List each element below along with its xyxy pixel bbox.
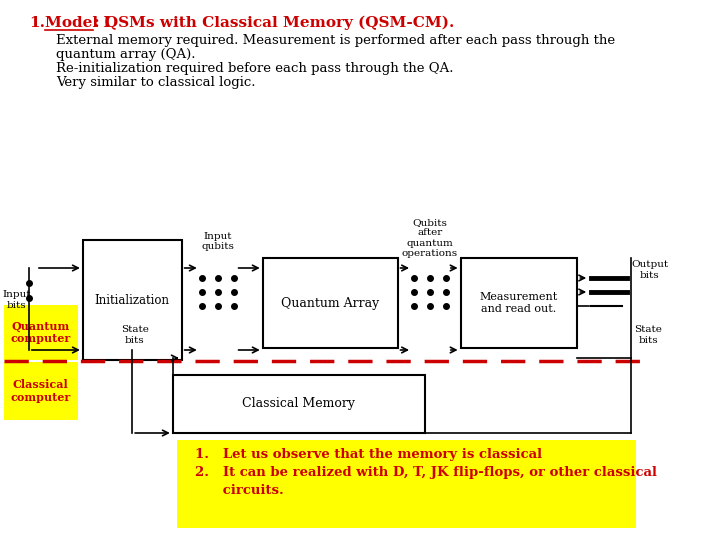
Text: Classical Memory: Classical Memory [242, 397, 355, 410]
Bar [4, 362, 78, 420]
Text: quantum array (QA).: quantum array (QA). [56, 48, 195, 61]
Text: 1.   Let us observe that the memory is classical: 1. Let us observe that the memory is cla… [195, 448, 542, 461]
Text: External memory required. Measurement is performed after each pass through the: External memory required. Measurement is… [56, 34, 615, 47]
Text: Input
qubits: Input qubits [202, 232, 234, 252]
Text: Qubits
after
quantum
operations: Qubits after quantum operations [402, 218, 458, 258]
Text: Measurement
and read out.: Measurement and read out. [480, 292, 558, 314]
Text: State
bits: State bits [634, 325, 662, 345]
Text: 2.   It can be realized with D, T, JK flip-flops, or other classical: 2. It can be realized with D, T, JK flip… [195, 466, 657, 479]
Bar [461, 258, 577, 348]
Text: Quantum
computer: Quantum computer [10, 321, 71, 345]
Bar [173, 375, 425, 433]
Text: : QSMs with Classical Memory (QSM-CM).: : QSMs with Classical Memory (QSM-CM). [94, 16, 455, 30]
Bar [83, 240, 181, 360]
Text: 1.: 1. [29, 16, 45, 30]
Text: Input
bits: Input bits [2, 291, 30, 310]
Bar [4, 305, 78, 360]
Bar [263, 258, 397, 348]
Text: Re-initialization required before each pass through the QA.: Re-initialization required before each p… [56, 62, 454, 75]
Text: Quantum Array: Quantum Array [281, 296, 379, 309]
Text: Very similar to classical logic.: Very similar to classical logic. [56, 76, 256, 89]
Text: Model I: Model I [45, 16, 110, 30]
Text: Classical
computer: Classical computer [10, 379, 71, 403]
Text: circuits.: circuits. [195, 484, 284, 497]
Bar [177, 440, 636, 528]
Text: State
bits: State bits [121, 325, 149, 345]
Text: Initialization: Initialization [95, 294, 170, 307]
Text: Output
bits: Output bits [631, 260, 668, 280]
